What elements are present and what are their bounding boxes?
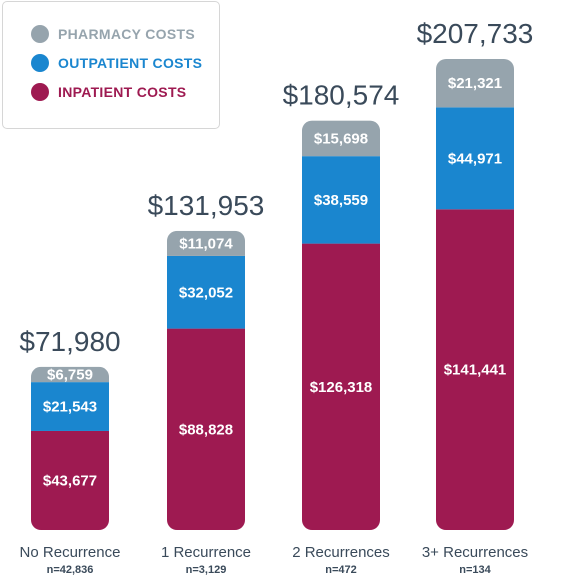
- legend-label-inpatient: INPATIENT COSTS: [58, 84, 187, 100]
- legend-label-outpatient: OUTPATIENT COSTS: [58, 55, 203, 71]
- bar-segment-pharmacy-costs-2-recurrences: [302, 120, 380, 157]
- legend-swatch-outpatient: [31, 54, 49, 72]
- legend-item-outpatient: OUTPATIENT COSTS: [31, 52, 202, 74]
- legend-label-pharmacy: PHARMACY COSTS: [58, 26, 195, 42]
- sample-size-label-1-recurrence: n=3,129: [186, 564, 227, 575]
- category-label-1-recurrence: 1 Recurrence: [161, 544, 251, 561]
- legend: PHARMACY COSTS OUTPATIENT COSTS INPATIEN…: [2, 1, 220, 129]
- bar-value-label-outpatient-costs-3-recurrences: $44,971: [448, 150, 502, 167]
- legend-item-pharmacy: PHARMACY COSTS: [31, 23, 195, 45]
- bar-segment-pharmacy-costs-no-recurrence: [31, 366, 109, 383]
- bar-segment-outpatient-costs-2-recurrences: [302, 156, 380, 244]
- bar-value-label-inpatient-costs-3-recurrences: $141,441: [444, 362, 507, 379]
- bar-segment-inpatient-costs-1-recurrence: [167, 328, 245, 530]
- category-label-3-recurrences: 3+ Recurrences: [422, 544, 528, 561]
- legend-item-inpatient: INPATIENT COSTS: [31, 81, 186, 103]
- bar-segment-outpatient-costs-no-recurrence: [31, 382, 109, 431]
- bar-value-label-pharmacy-costs-3-recurrences: $21,321: [448, 75, 502, 92]
- bar-value-label-pharmacy-costs-no-recurrence: $6,759: [47, 366, 93, 383]
- bar-value-label-outpatient-costs-1-recurrence: $32,052: [179, 284, 233, 301]
- bar-value-label-inpatient-costs-no-recurrence: $43,677: [43, 472, 97, 489]
- bar-total-label-3-recurrences: $207,733: [417, 18, 534, 49]
- bar-segment-inpatient-costs-2-recurrences: [302, 243, 380, 530]
- bar-segment-inpatient-costs-3-recurrences: [436, 209, 514, 530]
- bar-total-label-2-recurrences: $180,574: [283, 80, 400, 111]
- bar-total-label-1-recurrence: $131,953: [148, 190, 265, 221]
- bar-value-label-outpatient-costs-2-recurrences: $38,559: [314, 192, 368, 209]
- category-label-no-recurrence: No Recurrence: [20, 544, 121, 561]
- bar-value-label-pharmacy-costs-2-recurrences: $15,698: [314, 130, 368, 147]
- bar-value-label-pharmacy-costs-1-recurrence: $11,074: [179, 235, 233, 252]
- legend-swatch-pharmacy: [31, 25, 49, 43]
- bar-segment-inpatient-costs-no-recurrence: [31, 430, 109, 530]
- sample-size-label-3-recurrences: n=134: [459, 564, 491, 575]
- legend-swatch-inpatient: [31, 83, 49, 101]
- bar-total-label-no-recurrence: $71,980: [19, 326, 120, 357]
- bar-segment-pharmacy-costs-3-recurrences: [436, 59, 514, 108]
- category-label-2-recurrences: 2 Recurrences: [292, 544, 390, 561]
- sample-size-label-2-recurrences: n=472: [325, 564, 357, 575]
- bar-segment-pharmacy-costs-1-recurrence: [167, 230, 245, 256]
- bar-value-label-inpatient-costs-2-recurrences: $126,318: [310, 379, 373, 396]
- bar-segment-outpatient-costs-3-recurrences: [436, 107, 514, 210]
- bar-value-label-inpatient-costs-1-recurrence: $88,828: [179, 421, 233, 438]
- bar-segment-outpatient-costs-1-recurrence: [167, 255, 245, 329]
- sample-size-label-no-recurrence: n=42,836: [47, 564, 94, 575]
- bar-value-label-outpatient-costs-no-recurrence: $21,543: [43, 399, 97, 416]
